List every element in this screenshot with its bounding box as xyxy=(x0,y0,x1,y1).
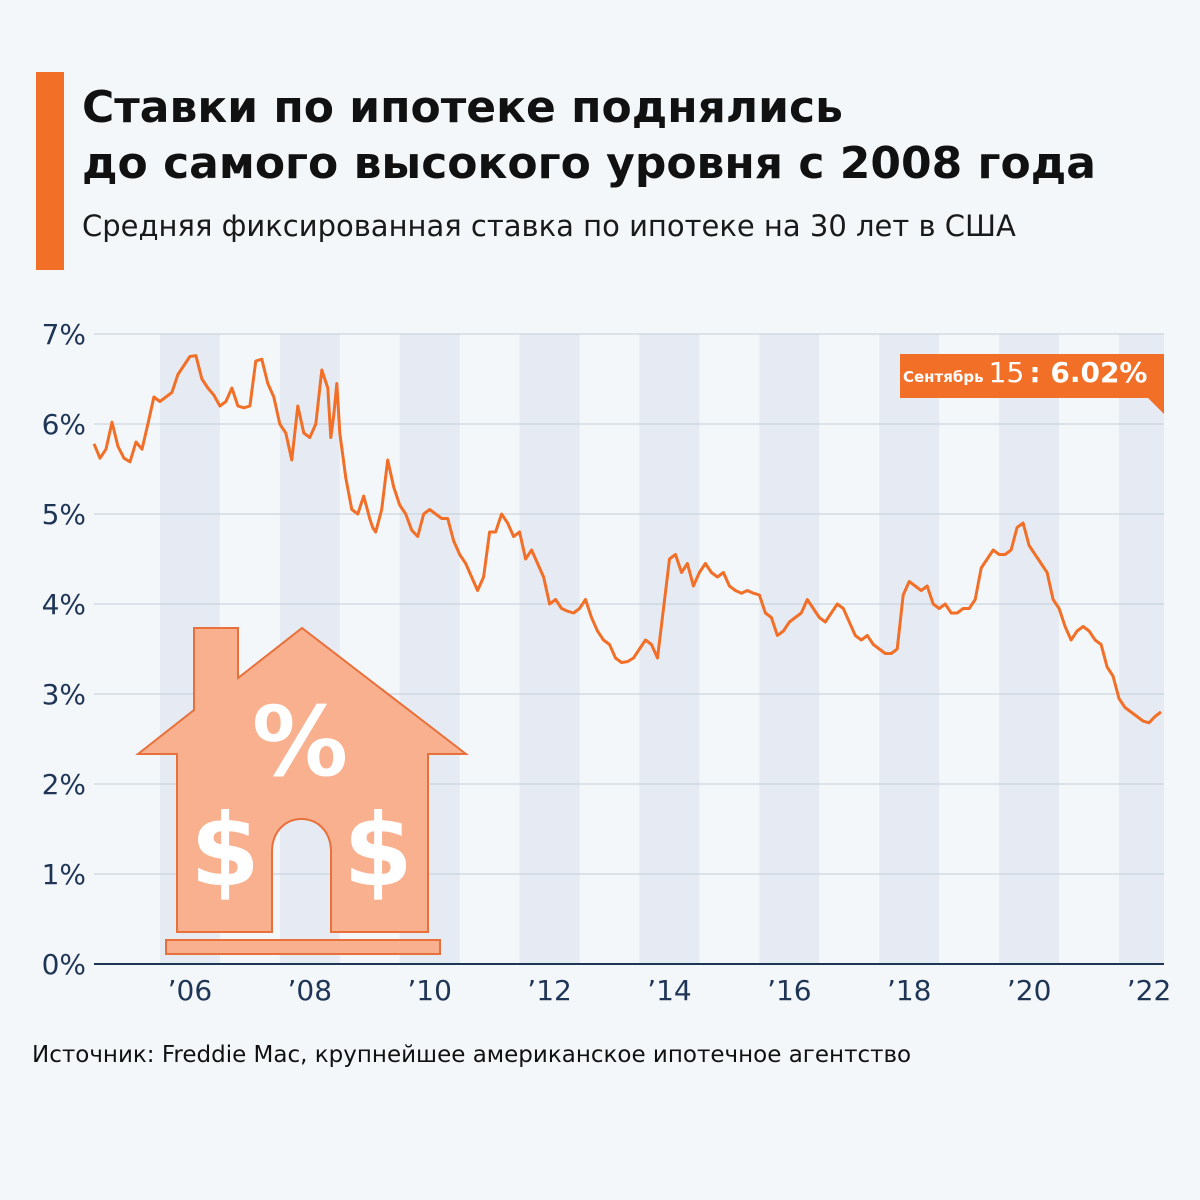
y-tick-label: 6% xyxy=(42,408,86,441)
y-axis-ticks: 0% 1% 2% 3% 4% 5% 6% 7% xyxy=(42,318,86,981)
shaded-band xyxy=(759,334,820,964)
y-tick-label: 5% xyxy=(42,498,86,531)
x-tick-label: ’06 xyxy=(168,974,213,1007)
shaded-band xyxy=(999,334,1060,964)
x-tick-label: ’08 xyxy=(288,974,333,1007)
y-tick-label: 1% xyxy=(42,858,86,891)
shaded-band xyxy=(1119,334,1164,964)
shaded-band xyxy=(639,334,700,964)
title-line-1: Ставки по ипотеке поднялись xyxy=(82,82,843,133)
x-tick-label: ’16 xyxy=(767,974,812,1007)
chart-subtitle: Средняя фиксированная ставка по ипотеке … xyxy=(82,209,1016,243)
dollar-symbol-right: $ xyxy=(343,792,413,909)
percent-symbol: % xyxy=(252,686,348,798)
house-icon: % $ $ xyxy=(135,626,469,955)
title-accent-bar xyxy=(36,72,64,270)
source-note: Источник: Freddie Mac, крупнейшее америк… xyxy=(32,1042,912,1068)
y-tick-label: 3% xyxy=(42,678,86,711)
callout-month: Сентябрь xyxy=(903,368,984,386)
x-tick-label: ’10 xyxy=(407,974,452,1007)
x-tick-label: ’22 xyxy=(1127,974,1172,1007)
callout-box xyxy=(900,354,1164,412)
y-tick-label: 7% xyxy=(42,318,86,351)
x-tick-label: ’20 xyxy=(1007,974,1052,1007)
svg-text:Сентябрь 15 : 6.02: Сентябрь 15 : 6.02% xyxy=(903,356,1148,389)
callout-value: : 6.02% xyxy=(1029,356,1147,389)
title-line-2: до самого высокого уровня с 2008 года xyxy=(82,138,1096,189)
series-line-mortgage-rate xyxy=(92,354,1162,725)
x-tick-label: ’18 xyxy=(887,974,932,1007)
y-tick-label: 2% xyxy=(42,768,86,801)
house-shape xyxy=(135,626,469,933)
chart-title: Ставки по ипотеке поднялись до самого вы… xyxy=(82,80,1182,192)
dollar-symbol-left: $ xyxy=(190,792,260,909)
x-tick-label: ’14 xyxy=(647,974,692,1007)
shaded-band xyxy=(879,334,940,964)
x-tick-label: ’12 xyxy=(527,974,572,1007)
x-axis-ticks: ’06 ’08 ’10 ’12 ’14 ’16 ’18 ’20 ’22 xyxy=(168,974,1172,1007)
y-tick-label: 0% xyxy=(42,948,86,981)
latest-value-callout: Сентябрь 15 : 6.02% xyxy=(900,354,1164,414)
shaded-band xyxy=(519,334,580,964)
house-base xyxy=(165,939,441,955)
y-tick-label: 4% xyxy=(42,588,86,621)
callout-pointer xyxy=(1148,398,1164,414)
callout-day: 15 xyxy=(989,356,1025,389)
